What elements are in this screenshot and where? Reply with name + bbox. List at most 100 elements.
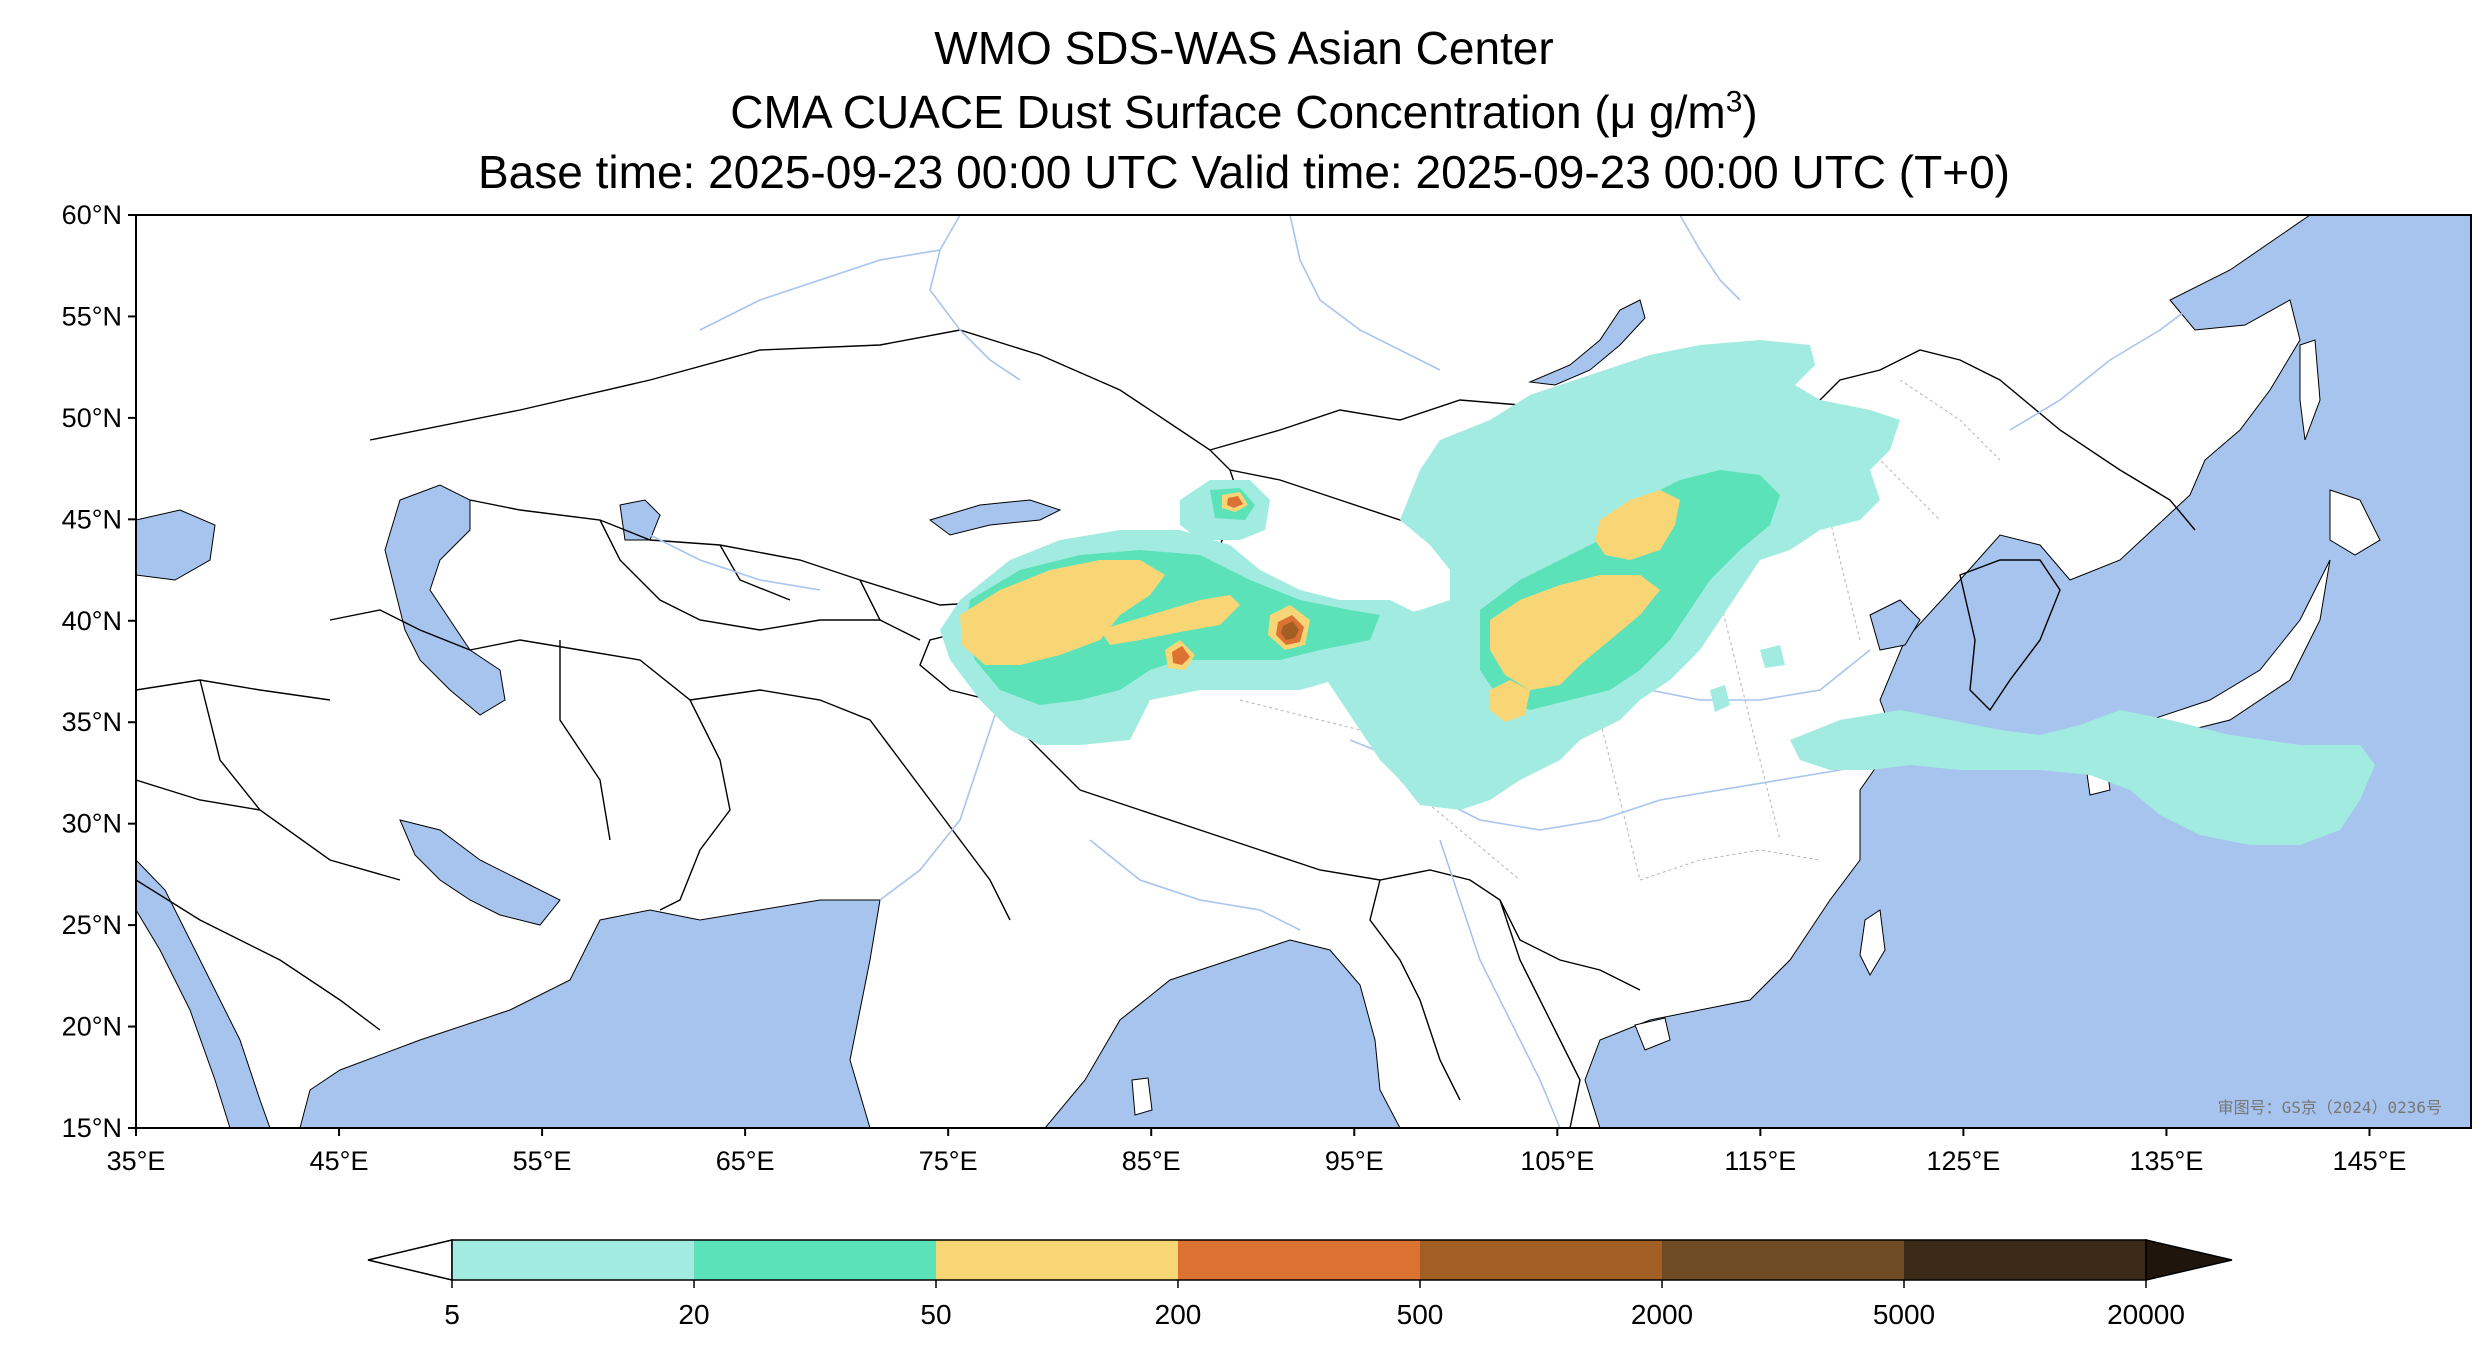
subtitle-unit: μ g/m bbox=[1609, 86, 1726, 138]
map-area: 审图号：GS京（2024）0236号 bbox=[136, 215, 2471, 1128]
dust-spot-mongolia-east bbox=[1760, 645, 1785, 668]
colorbar-over-arrow bbox=[2145, 1239, 2233, 1281]
lon-tick-label: 105°E bbox=[1520, 1146, 1594, 1176]
ob-river bbox=[929, 215, 1021, 381]
mekong-river bbox=[1439, 839, 1561, 1128]
colorbar-tick-label: 200 bbox=[1155, 1299, 1202, 1330]
dust-level-500-2000 bbox=[1281, 621, 1299, 640]
subtitle-prefix: CMA CUACE Dust Surface Concentration ( bbox=[730, 86, 1610, 138]
pacific-ocean bbox=[1584, 215, 2471, 1128]
lon-tick-label: 135°E bbox=[2130, 1146, 2204, 1176]
sri-lanka bbox=[1131, 1077, 1153, 1116]
aral-sea bbox=[619, 499, 661, 541]
dust-extreme-qaidam bbox=[1281, 621, 1299, 640]
lat-tick-label: 60°N bbox=[62, 200, 122, 230]
ocean bbox=[136, 215, 2471, 1128]
lat-tick-label: 30°N bbox=[62, 809, 122, 839]
red-sea bbox=[136, 859, 271, 1128]
colorbar-segment bbox=[694, 1240, 937, 1280]
lon-tick-label: 55°E bbox=[513, 1146, 572, 1176]
korea-borders bbox=[1959, 559, 2061, 712]
subtitle-unit-exponent: 3 bbox=[1725, 85, 1743, 119]
lat-tick-label: 35°N bbox=[62, 707, 122, 737]
watermark-group: 审图号：GS京（2024）0236号 bbox=[2218, 1098, 2442, 1117]
dust-level-50-200 bbox=[960, 490, 1680, 722]
iran-afghanistan-borders bbox=[329, 609, 1011, 921]
arabian-sea bbox=[299, 899, 881, 1128]
colorbar: 5 20 50 200 500 2000 5000 20000 bbox=[367, 1239, 2233, 1330]
colorbar-segment bbox=[1662, 1240, 1905, 1280]
map-title: WMO SDS-WAS Asian Center bbox=[934, 22, 1554, 74]
indus-river bbox=[879, 699, 1001, 901]
amur-river bbox=[2009, 299, 2201, 431]
lat-tick-label: 40°N bbox=[62, 606, 122, 636]
lon-tick-label: 35°E bbox=[107, 1146, 166, 1176]
lon-tick-label: 145°E bbox=[2333, 1146, 2407, 1176]
colorbar-tick-label: 20 bbox=[678, 1299, 709, 1330]
lake-baikal bbox=[1528, 299, 1646, 386]
persian-gulf bbox=[399, 819, 561, 926]
longitude-axis: 35°E 45°E 55°E 65°E 75°E 85°E 95°E 105°E 115°E 12… bbox=[107, 1128, 2407, 1176]
dust-plume-east-sea bbox=[1790, 710, 2375, 845]
colorbar-tick-label: 5 bbox=[444, 1299, 460, 1330]
lat-tick-label: 55°N bbox=[62, 301, 122, 331]
lon-tick-label: 125°E bbox=[1926, 1146, 2000, 1176]
lon-tick-label: 75°E bbox=[919, 1146, 978, 1176]
dust-hotspot-gobi bbox=[1490, 575, 1660, 690]
irtysh-river bbox=[699, 249, 941, 331]
sakhalin bbox=[2299, 339, 2321, 441]
lon-tick-label: 45°E bbox=[310, 1146, 369, 1176]
subtitle-suffix: ) bbox=[1742, 86, 1758, 138]
taiwan bbox=[1859, 909, 1886, 977]
lon-tick-label: 95°E bbox=[1325, 1146, 1384, 1176]
colorbar-tick-label: 20000 bbox=[2107, 1299, 2185, 1330]
lat-tick-label: 20°N bbox=[62, 1012, 122, 1042]
colorbar-tick-label: 50 bbox=[920, 1299, 951, 1330]
lon-tick-label: 65°E bbox=[716, 1146, 775, 1176]
colorbar-segment bbox=[1904, 1240, 2147, 1280]
map-subtitle-product: CMA CUACE Dust Surface Concentration (μ … bbox=[0, 84, 2488, 140]
india-china-border bbox=[1079, 789, 1641, 991]
hainan bbox=[1634, 1017, 1671, 1051]
lat-tick-label: 50°N bbox=[62, 403, 122, 433]
map-approval-watermark: 审图号：GS京（2024）0236号 bbox=[2218, 1098, 2442, 1117]
yenisei-river bbox=[1289, 215, 1441, 371]
colorbar-tick-label: 500 bbox=[1397, 1299, 1444, 1330]
colorbar-segment bbox=[1178, 1240, 1421, 1280]
colorbar-frame bbox=[451, 1239, 2147, 1281]
dust-concentration-contours bbox=[940, 340, 2375, 845]
lon-tick-label: 115°E bbox=[1724, 1146, 1796, 1176]
lake-balkhash bbox=[928, 499, 1062, 536]
colorbar-segment bbox=[1420, 1240, 1663, 1280]
lon-tick-label: 85°E bbox=[1122, 1146, 1181, 1176]
middle-east-borders bbox=[136, 679, 401, 1031]
map-frame bbox=[135, 214, 2472, 1129]
dust-hotspot-taklimakan-east bbox=[1100, 595, 1240, 645]
colorbar-segment bbox=[452, 1240, 695, 1280]
dust-hotspot-alxa bbox=[1490, 680, 1530, 722]
ganges-river bbox=[1089, 839, 1301, 931]
latitude-axis: 60°N 55°N 50°N 45°N 40°N 35°N 30°N 25°N 20°N 15°N bbox=[62, 200, 136, 1143]
dust-peak-dzungaria bbox=[1227, 496, 1243, 508]
colorbar-tick-label: 5000 bbox=[1873, 1299, 1935, 1330]
dust-hotspot-inner-mongolia bbox=[1595, 490, 1680, 560]
central-asia-borders bbox=[599, 519, 921, 641]
colorbar-under-arrow bbox=[367, 1239, 453, 1281]
lat-tick-label: 45°N bbox=[62, 504, 122, 534]
dust-peak-hotan bbox=[1172, 646, 1190, 665]
black-sea bbox=[136, 509, 216, 581]
lena-river bbox=[1679, 215, 1741, 301]
colorbar-tick-label: 2000 bbox=[1631, 1299, 1693, 1330]
japan-hokkaido bbox=[2329, 489, 2381, 556]
lat-tick-label: 15°N bbox=[62, 1113, 122, 1143]
bohai-sea bbox=[1869, 599, 1921, 651]
colorbar-segment bbox=[936, 1240, 1179, 1280]
dust-hotspot-taklimakan bbox=[960, 560, 1165, 665]
syr-darya-river bbox=[639, 529, 821, 591]
map-subtitle-time: Base time: 2025-09-23 00:00 UTC Valid ti… bbox=[478, 146, 2010, 198]
lat-tick-label: 25°N bbox=[62, 910, 122, 940]
southeast-asia-borders bbox=[1369, 879, 1581, 1128]
dust-spot-north-china bbox=[1710, 685, 1730, 712]
caspian-sea bbox=[384, 484, 506, 716]
